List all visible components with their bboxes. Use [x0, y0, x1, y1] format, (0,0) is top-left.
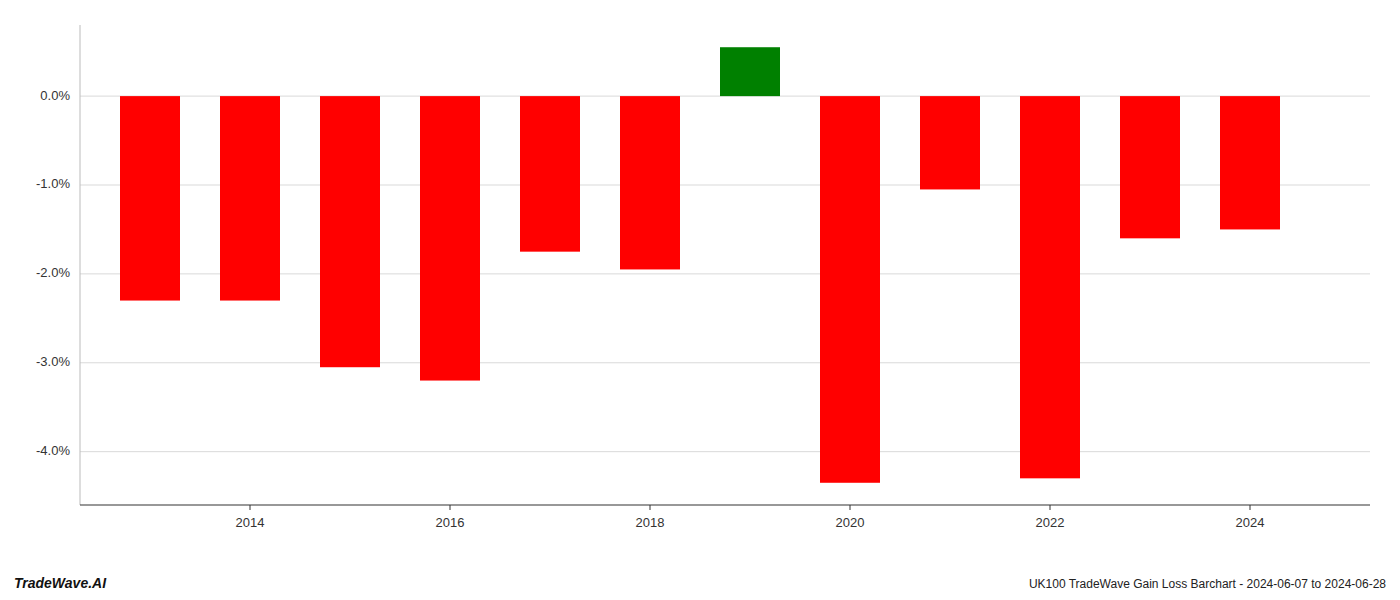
bar [120, 96, 180, 300]
x-tick-label: 2022 [1036, 515, 1065, 530]
bar [320, 96, 380, 367]
x-tick [1250, 505, 1251, 510]
bar [820, 96, 880, 483]
y-axis-line [80, 25, 81, 505]
bar [920, 96, 980, 189]
y-tick-label: -4.0% [36, 443, 70, 458]
x-tick-label: 2020 [836, 515, 865, 530]
grid-line [80, 362, 1370, 363]
x-tick-label: 2018 [636, 515, 665, 530]
bar [520, 96, 580, 252]
bars [120, 47, 1280, 483]
bar [720, 47, 780, 96]
watermark: TradeWave.AI [14, 575, 107, 591]
x-tick [850, 505, 851, 510]
bar [620, 96, 680, 269]
bar [1020, 96, 1080, 478]
x-tick [250, 505, 251, 510]
x-tick [650, 505, 651, 510]
bar [220, 96, 280, 300]
x-tick [450, 505, 451, 510]
grid-line [80, 451, 1370, 452]
x-tick [1050, 505, 1051, 510]
y-tick-label: 0.0% [40, 88, 70, 103]
bar [1120, 96, 1180, 238]
x-tick-label: 2014 [236, 515, 265, 530]
x-tick-label: 2016 [436, 515, 465, 530]
chart: 0.0% -1.0% -2.0% -3.0% -4.0% 2014 2016 2018 2020… [0, 0, 1400, 600]
title: UK100 TradeWave Gain Loss Barchart - 202… [1029, 577, 1386, 591]
y-grid [80, 96, 1370, 452]
bar [420, 96, 480, 380]
y-tick-label: -2.0% [36, 265, 70, 280]
x-axis-line [80, 504, 1370, 505]
y-tick-label: -3.0% [36, 354, 70, 369]
bar [1220, 96, 1280, 229]
x-tick-label: 2024 [1236, 515, 1265, 530]
y-tick-label: -1.0% [36, 176, 70, 191]
